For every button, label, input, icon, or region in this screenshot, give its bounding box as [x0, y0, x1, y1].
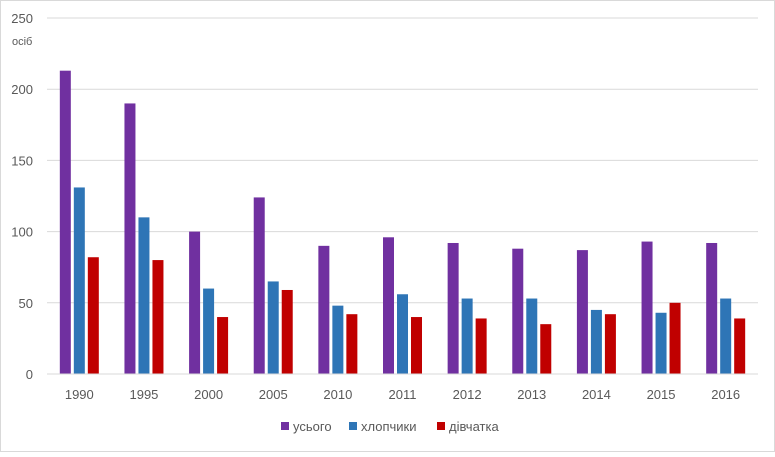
y-tick-label: 0 — [26, 367, 33, 382]
gridlines — [47, 17, 758, 304]
bar-хлопчики-1995 — [138, 217, 150, 374]
bar-усього-2015 — [641, 241, 653, 374]
bar-усього-1995 — [124, 103, 136, 374]
bar-дівчатка-2005 — [281, 289, 293, 374]
bar-хлопчики-2005 — [267, 281, 279, 374]
bar-хлопчики-2010 — [332, 305, 344, 374]
bar-усього-2016 — [706, 242, 718, 374]
x-tick-label: 2000 — [194, 387, 223, 402]
x-tick-label: 2010 — [323, 387, 352, 402]
bar-хлопчики-2015 — [655, 312, 667, 374]
legend-label: усього — [293, 419, 332, 434]
bar-дівчатка-2014 — [604, 314, 616, 374]
x-axis-ticks: 1990 1995 2000 2005 2010 2011 2012 2013 2014 2015… — [65, 387, 740, 402]
bar-дівчатка-1995 — [152, 260, 164, 374]
bar-хлопчики-2011 — [397, 294, 408, 374]
y-tick-label: 250 — [11, 11, 33, 26]
bar-дівчатка-2013 — [540, 324, 552, 374]
bar-усього-2013 — [512, 248, 524, 374]
bar-усього-2012 — [447, 242, 459, 374]
bar-усього-2014 — [576, 250, 588, 374]
bar-дівчатка-2011 — [411, 317, 422, 374]
y-tick-label: 150 — [11, 153, 33, 168]
x-tick-label: 2015 — [647, 387, 676, 402]
x-tick-label: 2012 — [453, 387, 482, 402]
x-tick-label: 2014 — [582, 387, 611, 402]
bar-дівчатка-2015 — [669, 302, 681, 374]
x-tick-label: 1990 — [65, 387, 94, 402]
y-tick-label: 50 — [19, 296, 33, 311]
y-unit-label: осіб — [12, 36, 32, 48]
bar-дівчатка-2000 — [217, 317, 229, 374]
bar-усього-2000 — [189, 231, 201, 374]
bar-дівчатка-1990 — [87, 257, 99, 374]
bar-хлопчики-2014 — [590, 309, 602, 374]
x-tick-label: 2005 — [259, 387, 288, 402]
y-axis-ticks: 0 50 100 150 200 250 — [11, 11, 33, 382]
bar-хлопчики-2012 — [461, 298, 473, 374]
bar-усього-2011 — [383, 237, 394, 374]
legend-label: дівчатка — [449, 419, 499, 434]
bar-хлопчики-2016 — [720, 298, 732, 374]
x-tick-label: 2013 — [517, 387, 546, 402]
bar-дівчатка-2012 — [475, 318, 487, 374]
legend: усього хлопчики дівчатка — [281, 419, 499, 434]
legend-label: хлопчики — [361, 419, 417, 434]
bar-усього-2005 — [253, 197, 265, 374]
bar-хлопчики-2000 — [203, 288, 215, 374]
legend-swatch-усього — [281, 422, 289, 430]
legend-swatch-дівчатка — [437, 422, 445, 430]
bar-дівчатка-2010 — [346, 314, 358, 374]
bars — [59, 70, 746, 375]
x-tick-label: 1995 — [129, 387, 158, 402]
y-tick-label: 200 — [11, 82, 33, 97]
bar-усього-2010 — [318, 245, 330, 374]
bar-хлопчики-2013 — [526, 298, 538, 374]
x-tick-label: 2016 — [711, 387, 740, 402]
y-tick-label: 100 — [11, 225, 33, 240]
bar-усього-1990 — [59, 70, 71, 375]
bar-хлопчики-1990 — [73, 187, 85, 374]
x-tick-label: 2011 — [389, 387, 417, 402]
legend-swatch-хлопчики — [349, 422, 357, 430]
bar-дівчатка-2016 — [734, 318, 746, 374]
